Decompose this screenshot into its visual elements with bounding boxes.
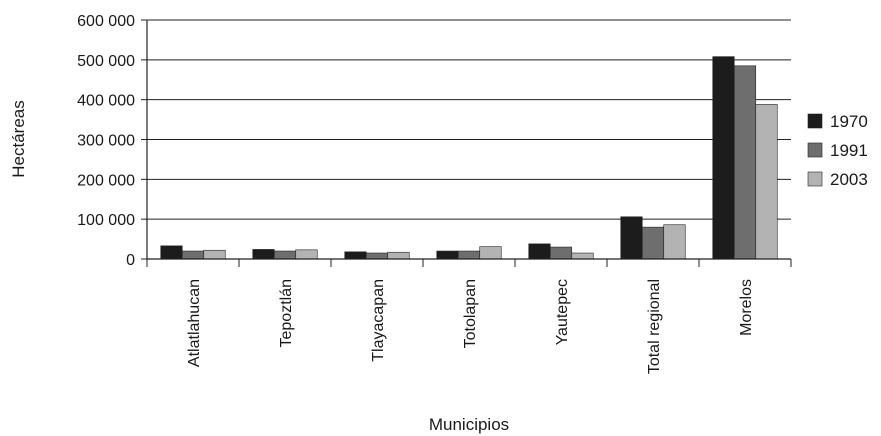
bar-1970-3: [436, 250, 459, 260]
y-tick-label: 600 000: [77, 13, 135, 30]
y-tick-label: 400 000: [77, 93, 135, 110]
bar-1970-4: [528, 243, 551, 260]
bar-1970-0: [160, 245, 183, 260]
bar-1991-0: [181, 250, 205, 260]
legend-swatch-2003: [807, 171, 823, 187]
bar-2003-2: [387, 251, 410, 260]
x-axis-title: Municipios: [429, 415, 509, 434]
y-tick-label: 300 000: [77, 133, 135, 150]
x-tick-label: Atlatlahucan: [186, 279, 203, 367]
x-tick-label: Tepoztlán: [278, 279, 295, 348]
legend: 1970 1991 2003: [807, 112, 868, 189]
bar-1991-4: [549, 246, 573, 260]
bar-1991-1: [273, 250, 297, 260]
legend-label-1991: 1991: [830, 141, 868, 160]
legend-label-1970: 1970: [830, 112, 868, 131]
bar-1991-2: [365, 252, 389, 260]
bar-2003-6: [755, 104, 778, 260]
x-tick-label: Total regional: [646, 279, 663, 374]
x-tick-label: Totolapan: [462, 279, 479, 348]
bar-2003-5: [663, 224, 686, 260]
bar-1991-5: [641, 226, 665, 260]
x-tick-label: Tlayacapan: [370, 279, 387, 362]
bar-1970-5: [620, 216, 643, 260]
bar-2003-3: [479, 246, 502, 260]
y-tick-label: 100 000: [77, 212, 135, 229]
bar-2003-4: [571, 252, 594, 260]
x-tick-labels: Atlatlahucan Tepoztlán Tlayacapan Totolapan…: [186, 279, 755, 374]
legend-swatch-1970: [807, 113, 823, 129]
y-tick-labels: 0 100 000 200 000 300 000 400 000 500 000 600 …: [77, 13, 135, 269]
bar-1970-6: [712, 56, 735, 260]
axes: [141, 19, 792, 267]
bars: [160, 56, 778, 260]
bar-1991-3: [457, 250, 481, 260]
grid-lines: [147, 19, 791, 260]
bar-2003-1: [295, 249, 318, 260]
bar-2003-0: [203, 249, 226, 260]
legend-label-2003: 2003: [830, 170, 868, 189]
bar-1970-1: [252, 249, 275, 260]
bar-1991-6: [733, 65, 757, 260]
x-tick-label: Morelos: [738, 279, 755, 336]
y-axis-title: Hectáreas: [9, 100, 28, 177]
legend-swatch-1991: [807, 142, 823, 158]
bar-1970-2: [344, 251, 367, 260]
y-tick-label: 0: [126, 252, 135, 269]
y-tick-label: 200 000: [77, 172, 135, 189]
y-tick-label: 500 000: [77, 53, 135, 70]
x-tick-label: Yautepec: [554, 279, 571, 345]
